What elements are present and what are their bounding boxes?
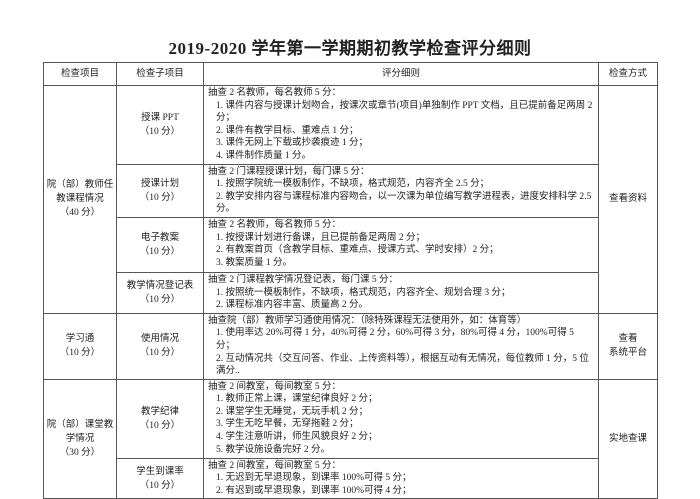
criteria-item: 2. 教学安排内容与课程标准内容吻合，以一次课为单位编写教学进程表，进度安排科学… — [216, 191, 592, 215]
header-method: 检查方式 — [598, 62, 658, 86]
criteria-cell: 抽查 2 名教师，每名教师 5 分： 1. 按授课计划进行备课，且已提前备足两周 … — [203, 216, 599, 273]
subitem-name: 授课计划 — [140, 178, 179, 189]
group-item-line: （40 分） — [59, 208, 101, 219]
subitem-cell: 教学情况登记表 （10 分） — [116, 271, 204, 314]
subitem-score: （10 分） — [139, 246, 181, 257]
group-item-cell: 院（部）教师任 教课程情况 （40 分） — [43, 85, 117, 314]
table-row: 院（部）课堂教 学情况 （30 分） 教学纪律 （10 分） 抽查 2 间教室，每间教… — [43, 378, 658, 499]
criteria-intro: 抽查 2 名教师，每名教师 5 分： — [208, 88, 342, 98]
group-item-line: （10 分） — [59, 348, 101, 359]
criteria-item: 1. 使用率达 20%可得 1 分，40%可得 2 分，60%可得 3 分，80… — [216, 328, 574, 351]
group-item-line: 学情况 — [65, 434, 95, 445]
method-line: 查看 — [618, 334, 638, 345]
criteria-item: 1. 无迟到无早退现象，到课率 100%可得 5 分； — [216, 473, 412, 484]
criteria-cell: 抽查 2 间教室，每间教室 5 分： 1. 无迟到无早退现象，到课率 100%可得… — [203, 457, 599, 499]
subitem-cell: 授课 PPT （10 分） — [116, 85, 204, 165]
group-item-line: 院（部）教师任 — [46, 180, 114, 191]
criteria-item: 1. 按照统一模板制作，不缺项，格式规范，内容齐全、规划合理 3 分； — [216, 287, 511, 298]
subitem-cell: 电子教案 （10 分） — [116, 216, 204, 273]
subitem-cell: 学生到课率 （10 分） — [116, 457, 204, 499]
criteria-cell: 抽查院（部）教师学习通使用情况：（除特殊课程无法使用外，如：体育等） 1. 使用率… — [203, 312, 599, 380]
subitem-name: 教学纪律 — [140, 406, 179, 417]
criteria-item: 2. 课程标准内容丰富、质量高 2 分。 — [216, 300, 369, 311]
criteria-item: 1. 按照学院统一模板制作，不缺项，格式规范，内容齐全 2.5 分； — [216, 179, 490, 190]
subitem-name: 教学情况登记表 — [126, 280, 194, 291]
criteria-intro: 抽查 2 门课程授课计划，每门课 5 分： — [208, 166, 370, 177]
subitem-cell: 使用情况 （10 分） — [116, 312, 204, 380]
subitem-score: （10 分） — [139, 348, 181, 359]
subitem-name: 学生到课率 — [136, 466, 184, 477]
criteria-item: 1. 课件内容与授课计划吻合，按课次或章节(项目)单独制作 PPT 文档，且已提… — [216, 100, 593, 124]
table-row: 学生到课率 （10 分） 抽查 2 间教室，每间教室 5 分： 1. 无迟到无早退现… — [44, 457, 658, 499]
criteria-item: 1. 按授课计划进行备课，且已提前备足两周 2 分； — [216, 232, 426, 243]
table-header-row: 检查项目 检查子项目 评分细则 检查方式 — [43, 62, 658, 86]
subitem-score: （10 分） — [139, 294, 181, 305]
group-item-line: 教课程情况 — [56, 194, 104, 205]
table-row: 院（部）教师任 教课程情况 （40 分） 授课 PPT （10 分） 抽查 2 名… — [43, 85, 658, 314]
criteria-item: 2. 课件有教学目标、重难点 1 分； — [216, 125, 359, 136]
criteria-item: 2. 有教案首页（含教学目标、重难点、授课方式、学时安排）2 分； — [216, 245, 499, 256]
criteria-item: 2. 有迟到或早退现象，到课率 100%可得 4 分； — [216, 485, 412, 496]
group-item-cell: 学习通 （10 分） — [43, 312, 117, 380]
subitem-name: 电子教案 — [140, 232, 179, 243]
criteria-intro: 抽查 2 间教室，每间教室 5 分： — [208, 460, 342, 471]
subitem-score: （10 分） — [139, 192, 181, 203]
group-item-line: （30 分） — [59, 448, 101, 459]
method-cell: 实地查课 — [598, 378, 658, 499]
method-cell: 查看 系统平台 — [598, 312, 658, 380]
table-row: 电子教案 （10 分） 抽查 2 名教师，每名教师 5 分： 1. 按授课计划进行备… — [44, 216, 658, 273]
criteria-intro: 抽查 2 门课程教学情况登记表，每门课 5 分： — [208, 274, 399, 285]
criteria-item: 4. 课件制作质量 1 分。 — [216, 150, 312, 161]
group-item-cell: 院（部）课堂教 学情况 （30 分） — [43, 378, 117, 499]
criteria-item: 2. 互动情况共（交互问答、作业、上传资料等），根据互动有无情况，每位教师 1 … — [216, 353, 589, 377]
criteria-intro: 抽查 2 间教室，每间教室 5 分： — [208, 381, 342, 392]
subitem-name: 授课 PPT — [141, 112, 179, 123]
subitem-name: 使用情况 — [140, 334, 179, 345]
criteria-item: 2. 课堂学生无睡觉，无玩手机 2 分； — [216, 406, 369, 417]
table-row: 教学情况登记表 （10 分） 抽查 2 门课程教学情况登记表，每门课 5 分： 1.… — [44, 271, 658, 314]
subitem-score: （10 分） — [139, 480, 181, 491]
header-criteria: 评分细则 — [203, 62, 599, 86]
header-subitem: 检查子项目 — [116, 62, 204, 86]
method-line: 系统平台 — [608, 348, 647, 359]
subitem-cell: 授课计划 （10 分） — [116, 163, 204, 218]
subitem-score: （10 分） — [139, 126, 181, 137]
table-row: 授课计划 （10 分） 抽查 2 门课程授课计划，每门课 5 分： 1. 按照学院统… — [44, 163, 658, 218]
criteria-cell: 抽查 2 间教室，每间教室 5 分： 1. 教师正常上课，课堂纪律良好 2 分； 2… — [203, 378, 599, 459]
criteria-item: 3. 课件无网上下载或抄袭痕迹 1 分； — [216, 138, 369, 149]
method-cell: 查看资料 — [598, 85, 658, 314]
criteria-intro: 抽查院（部）教师学习通使用情况：（除特殊课程无法使用外，如：体育等） — [208, 315, 527, 326]
group-item-line: 院（部）课堂教 — [46, 420, 114, 431]
subitem-cell: 教学纪律 （10 分） — [116, 378, 204, 459]
criteria-item: 1. 教师正常上课，课堂纪律良好 2 分； — [216, 394, 378, 405]
document-title: 2019-2020 学年第一学期期初教学检查评分细则 — [168, 39, 532, 58]
table-row: 学习通 （10 分） 使用情况 （10 分） 抽查院（部）教师学习通使用情况：（除特… — [43, 312, 658, 380]
criteria-item: 5. 教学设施设备完好 2 分。 — [216, 444, 331, 455]
criteria-item: 3. 学生无吃早餐，无穿拖鞋 2 分； — [216, 419, 359, 430]
header-item: 检查项目 — [43, 62, 117, 86]
criteria-item: 3. 教案质量 1 分。 — [216, 257, 293, 268]
scoring-table: 检查项目 检查子项目 评分细则 检查方式 院（部）教师任 教课程情况 （40 分… — [43, 62, 658, 499]
subitem-score: （10 分） — [139, 420, 181, 431]
criteria-cell: 抽查 2 名教师，每名教师 5 分： 1. 课件内容与授课计划吻合，按课次或章节(… — [203, 85, 599, 165]
criteria-item: 4. 学生注意听讲，师生风貌良好 2 分； — [216, 432, 378, 443]
criteria-intro: 抽查 2 名教师，每名教师 5 分： — [208, 219, 342, 230]
criteria-cell: 抽查 2 门课程教学情况登记表，每门课 5 分： 1. 按照统一模板制作，不缺项，… — [203, 271, 599, 314]
criteria-cell: 抽查 2 门课程授课计划，每门课 5 分： 1. 按照学院统一模板制作，不缺项，格… — [203, 163, 599, 218]
group-item-line: 学习通 — [65, 334, 95, 345]
